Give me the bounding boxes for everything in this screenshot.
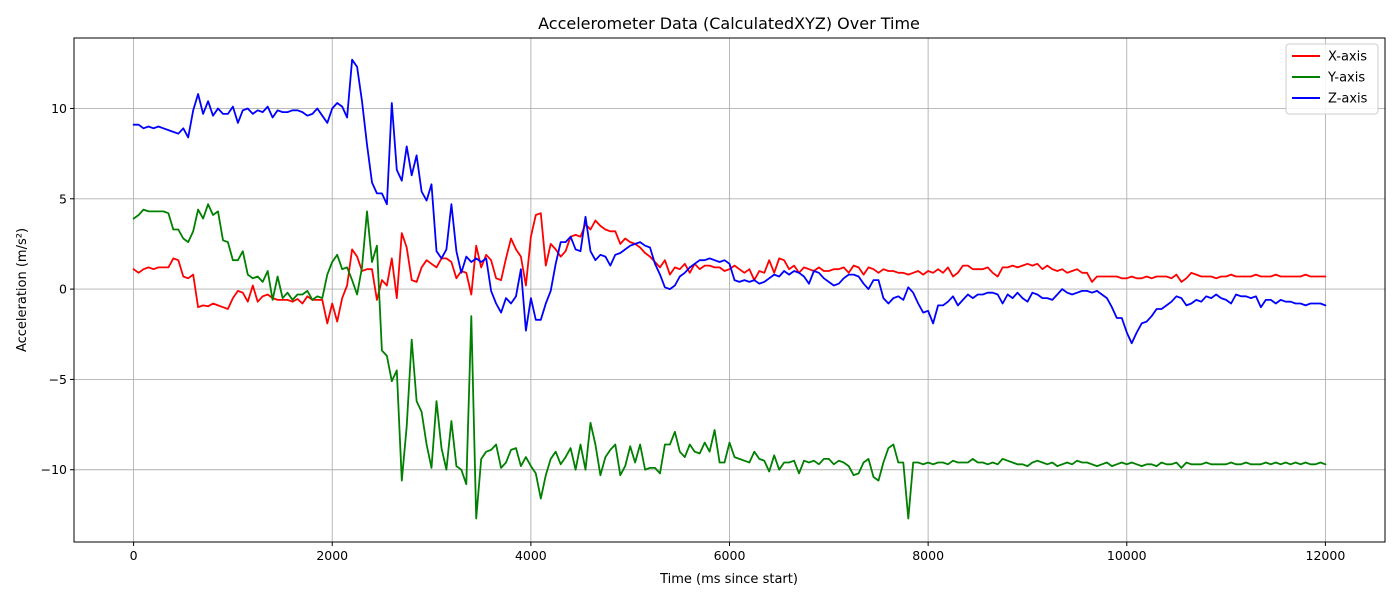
y-tick-label: 10 bbox=[51, 101, 67, 116]
legend-label: X-axis bbox=[1328, 50, 1367, 65]
x-tick-label: 0 bbox=[130, 548, 138, 563]
x-tick-label: 12000 bbox=[1306, 548, 1346, 563]
x-tick-label: 6000 bbox=[714, 548, 746, 563]
series-lines bbox=[132, 58, 1327, 520]
series-line-y-axis bbox=[132, 203, 1327, 520]
series-line-z-axis bbox=[132, 58, 1327, 345]
y-tick-label: 5 bbox=[59, 191, 67, 206]
x-tick-label: 8000 bbox=[912, 548, 944, 563]
x-tick-label: 4000 bbox=[515, 548, 547, 563]
legend-label: Z-axis bbox=[1328, 92, 1368, 107]
y-axis-label: Acceleration (m/s²) bbox=[15, 228, 30, 352]
x-tick-label: 2000 bbox=[316, 548, 348, 563]
y-axis: −10 −5 0 5 10 bbox=[41, 101, 74, 477]
y-tick-label: −5 bbox=[49, 372, 67, 387]
x-axis-label: Time (ms since start) bbox=[659, 572, 798, 587]
x-axis: 0 2000 4000 6000 8000 10000 12000 bbox=[130, 542, 1346, 563]
chart-title: Accelerometer Data (CalculatedXYZ) Over … bbox=[538, 14, 920, 33]
series-line-x-axis bbox=[132, 212, 1327, 325]
y-tick-label: −10 bbox=[41, 462, 67, 477]
x-tick-label: 10000 bbox=[1107, 548, 1147, 563]
grid-lines bbox=[74, 38, 1385, 542]
y-tick-label: 0 bbox=[59, 282, 67, 297]
legend-box bbox=[1285, 43, 1379, 115]
legend-label: Y-axis bbox=[1327, 71, 1365, 86]
legend: X-axis Y-axis Z-axis bbox=[1285, 43, 1379, 115]
